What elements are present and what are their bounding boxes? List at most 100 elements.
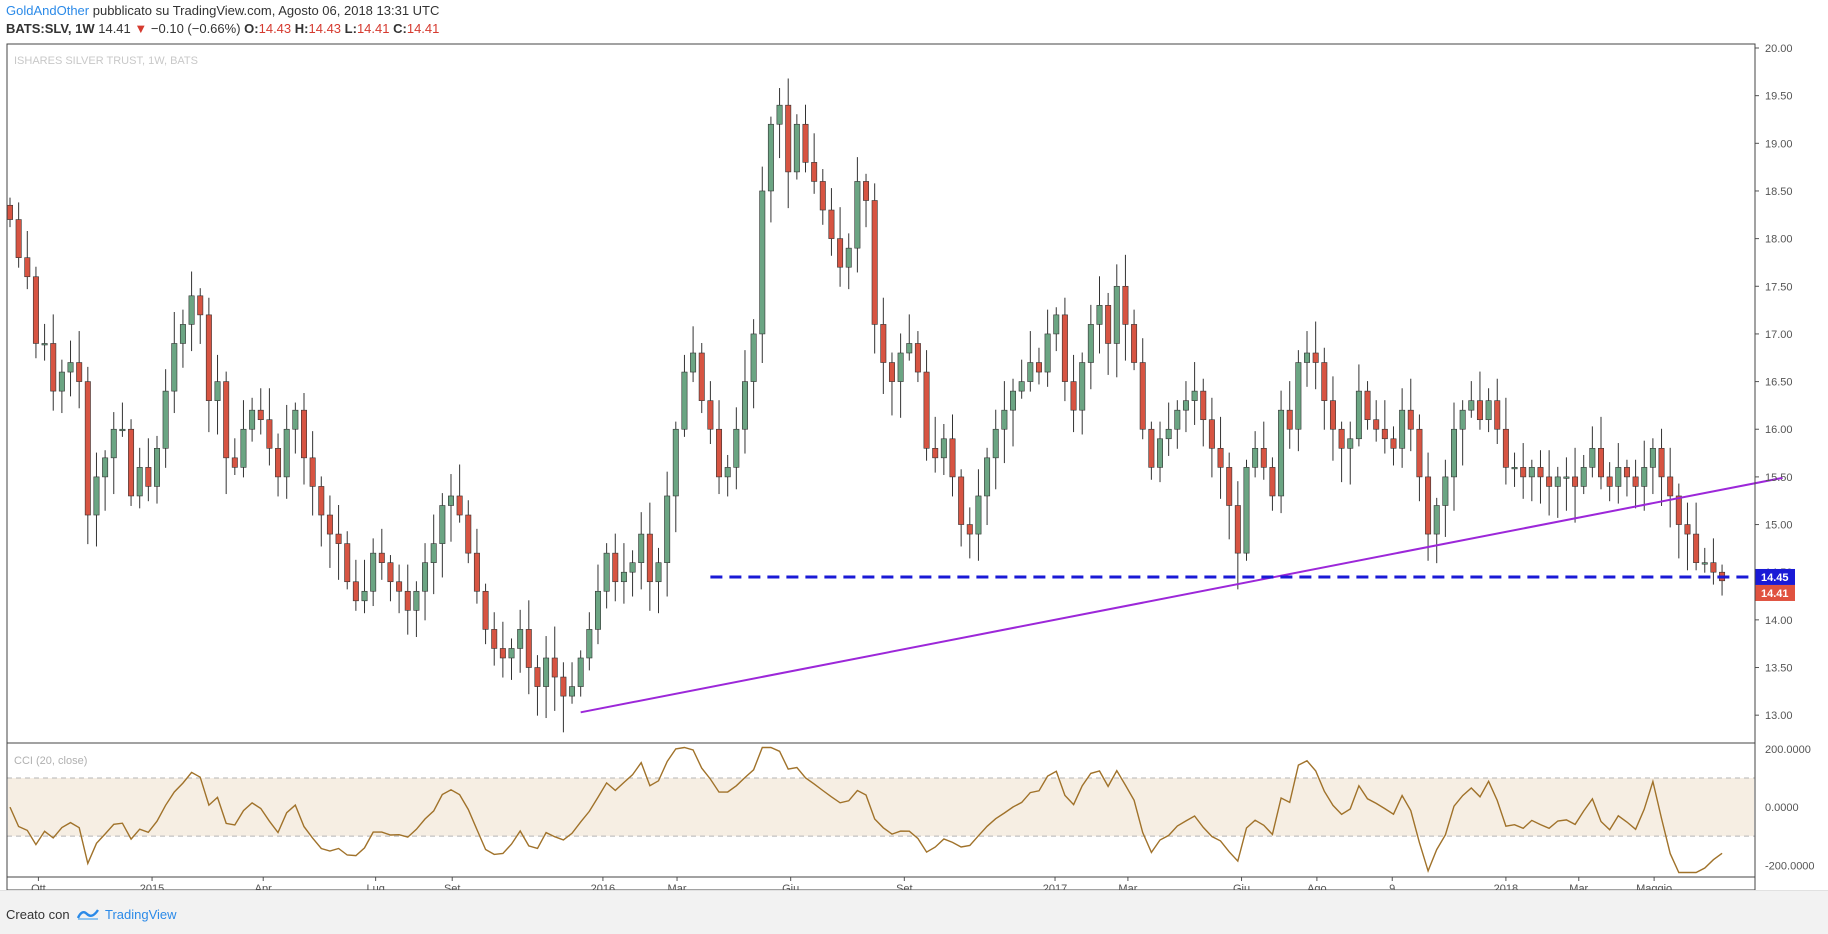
- candle[interactable]: [1165, 428, 1172, 440]
- candle[interactable]: [344, 543, 351, 583]
- candle[interactable]: [292, 409, 299, 430]
- candle[interactable]: [136, 467, 143, 497]
- candle[interactable]: [1096, 305, 1103, 325]
- candle[interactable]: [1684, 524, 1691, 535]
- candle[interactable]: [1364, 390, 1371, 421]
- candle[interactable]: [309, 457, 316, 487]
- candle[interactable]: [569, 686, 576, 697]
- candle[interactable]: [422, 562, 429, 592]
- candle[interactable]: [1304, 352, 1310, 363]
- candle[interactable]: [301, 409, 307, 459]
- candle[interactable]: [958, 476, 965, 525]
- candle[interactable]: [370, 552, 377, 592]
- candle[interactable]: [1321, 362, 1328, 401]
- candle[interactable]: [940, 438, 947, 459]
- candle[interactable]: [1252, 448, 1259, 468]
- candle[interactable]: [586, 629, 593, 659]
- candle[interactable]: [257, 409, 264, 421]
- candle[interactable]: [525, 629, 532, 668]
- candle[interactable]: [1234, 505, 1241, 554]
- candle[interactable]: [681, 371, 688, 430]
- candle[interactable]: [24, 257, 31, 278]
- candle[interactable]: [197, 295, 204, 316]
- candle[interactable]: [1174, 409, 1181, 430]
- candle[interactable]: [932, 448, 939, 459]
- candle[interactable]: [473, 552, 480, 592]
- candle[interactable]: [577, 657, 584, 687]
- candle[interactable]: [396, 581, 403, 592]
- candle[interactable]: [1606, 476, 1613, 487]
- candle[interactable]: [690, 352, 697, 373]
- candle[interactable]: [240, 428, 247, 468]
- candle[interactable]: [1537, 467, 1544, 478]
- candle[interactable]: [508, 648, 515, 659]
- candle[interactable]: [231, 457, 238, 468]
- candle[interactable]: [741, 381, 748, 430]
- candle[interactable]: [1572, 476, 1579, 487]
- candle[interactable]: [1459, 409, 1466, 430]
- candle[interactable]: [110, 428, 117, 459]
- candle[interactable]: [1598, 448, 1604, 478]
- candle[interactable]: [620, 571, 627, 583]
- candle[interactable]: [491, 629, 498, 649]
- tradingview-link[interactable]: TradingView: [105, 907, 177, 922]
- candle[interactable]: [1355, 390, 1362, 440]
- candle[interactable]: [1407, 409, 1414, 430]
- candle[interactable]: [1338, 428, 1345, 449]
- candle[interactable]: [1649, 448, 1656, 468]
- candle[interactable]: [1010, 390, 1017, 411]
- candle[interactable]: [1001, 409, 1008, 430]
- candle[interactable]: [646, 533, 653, 583]
- candle[interactable]: [1667, 476, 1674, 497]
- candle[interactable]: [1615, 467, 1622, 487]
- candle[interactable]: [223, 381, 230, 459]
- candle[interactable]: [1260, 448, 1267, 468]
- candle[interactable]: [888, 362, 895, 382]
- candle[interactable]: [1347, 438, 1354, 449]
- candle[interactable]: [1087, 324, 1094, 363]
- candle[interactable]: [655, 562, 662, 583]
- candle[interactable]: [387, 562, 394, 583]
- candle[interactable]: [612, 552, 619, 583]
- candle[interactable]: [1035, 362, 1042, 373]
- candle[interactable]: [1122, 285, 1129, 325]
- candle[interactable]: [1623, 467, 1630, 478]
- candle[interactable]: [1701, 562, 1708, 565]
- candle[interactable]: [179, 324, 186, 344]
- candle[interactable]: [456, 495, 463, 516]
- candle[interactable]: [811, 162, 818, 182]
- candle[interactable]: [871, 200, 878, 325]
- candle[interactable]: [102, 457, 109, 478]
- candle[interactable]: [664, 495, 671, 563]
- candle[interactable]: [84, 381, 91, 516]
- candle[interactable]: [845, 247, 852, 268]
- cci-line[interactable]: [9, 746, 1723, 874]
- candle[interactable]: [1381, 428, 1388, 440]
- candle[interactable]: [1468, 400, 1475, 411]
- candle[interactable]: [15, 219, 22, 258]
- candle[interactable]: [984, 457, 991, 497]
- candle[interactable]: [603, 552, 610, 592]
- candle[interactable]: [283, 428, 290, 478]
- candle[interactable]: [560, 676, 567, 697]
- candle[interactable]: [1502, 428, 1509, 468]
- candle[interactable]: [1243, 467, 1250, 554]
- candle[interactable]: [128, 428, 135, 497]
- candle[interactable]: [326, 514, 333, 535]
- candle[interactable]: [58, 371, 65, 392]
- trendline[interactable]: [580, 476, 1783, 714]
- candle[interactable]: [1390, 438, 1397, 449]
- candle[interactable]: [41, 343, 48, 346]
- candle[interactable]: [819, 181, 826, 211]
- candle[interactable]: [1693, 533, 1700, 563]
- candle[interactable]: [949, 438, 956, 478]
- candle[interactable]: [318, 486, 325, 516]
- candle[interactable]: [1632, 476, 1639, 487]
- candle[interactable]: [430, 543, 437, 563]
- candle[interactable]: [1546, 476, 1553, 487]
- candle[interactable]: [543, 657, 550, 687]
- chart-canvas[interactable]: ISHARES SILVER TRUST, 1W, BATS CCI (20, …: [0, 0, 1828, 890]
- candle[interactable]: [906, 343, 913, 354]
- candle[interactable]: [750, 333, 757, 382]
- candle[interactable]: [1589, 448, 1596, 468]
